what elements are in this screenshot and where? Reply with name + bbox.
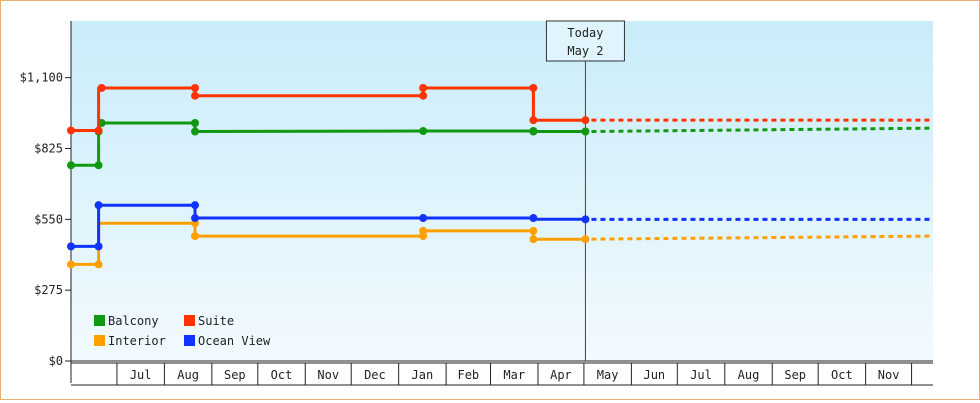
- suite-point: [97, 83, 106, 92]
- ocean-view-point: [419, 214, 428, 223]
- ocean-view-point: [94, 201, 103, 210]
- suite-point: [191, 83, 200, 92]
- suite-point: [419, 83, 428, 92]
- x-tick-label: Oct: [831, 368, 853, 382]
- x-tick-label: Sep: [784, 368, 806, 382]
- interior-point: [191, 232, 200, 241]
- x-tick-label: Dec: [364, 368, 386, 382]
- suite-point: [191, 91, 200, 100]
- x-tick-label: Nov: [317, 368, 339, 382]
- ocean-view-point: [581, 215, 590, 224]
- interior-legend-label: Interior: [108, 334, 166, 348]
- interior-forecast-line: [591, 234, 934, 241]
- x-tick-label: Jul: [690, 368, 712, 382]
- suite-point: [581, 116, 590, 125]
- balcony-point: [191, 127, 200, 136]
- suite-legend-label: Suite: [198, 314, 234, 328]
- balcony-legend-swatch: [94, 315, 105, 326]
- x-tick-label: Aug: [177, 368, 199, 382]
- ocean-view-point: [94, 242, 103, 251]
- x-tick-label: Jul: [130, 368, 152, 382]
- suite-point: [94, 126, 103, 135]
- x-tick-label: Jun: [643, 368, 665, 382]
- ocean-view-point: [67, 242, 75, 251]
- balcony-point: [191, 119, 200, 127]
- interior-point: [581, 235, 590, 244]
- x-tick-label: Aug: [738, 368, 760, 382]
- interior-point: [529, 235, 538, 244]
- interior-point: [94, 260, 103, 269]
- interior-point: [419, 226, 428, 235]
- ocean-view-point: [191, 201, 200, 210]
- suite-legend-swatch: [184, 315, 195, 326]
- plot-background: [71, 21, 933, 361]
- balcony-point: [67, 161, 75, 170]
- y-tick-label: $550: [34, 212, 63, 226]
- balcony-forecast-line: [591, 126, 934, 133]
- suite-point: [67, 126, 75, 135]
- suite-point: [529, 83, 538, 92]
- ocean-view-point: [191, 214, 200, 223]
- y-tick-label: $825: [34, 142, 63, 156]
- x-tick-label: May: [597, 368, 619, 382]
- x-tick-label: Mar: [503, 368, 525, 382]
- balcony-point: [94, 161, 103, 170]
- balcony-point: [419, 126, 428, 135]
- suite-point: [529, 116, 538, 125]
- today-label: Today: [567, 26, 603, 40]
- ocean-view-point: [529, 214, 538, 223]
- interior-point: [67, 260, 75, 269]
- y-tick-label: $0: [49, 354, 63, 368]
- y-tick-label: $275: [34, 283, 63, 297]
- ocean-view-legend-swatch: [184, 335, 195, 346]
- ocean-view-legend-label: Ocean View: [198, 334, 271, 348]
- x-tick-label: Feb: [457, 368, 479, 382]
- balcony-point: [529, 127, 538, 136]
- suite-point: [419, 91, 428, 100]
- interior-legend-swatch: [94, 335, 105, 346]
- x-tick-label: Jan: [412, 368, 434, 382]
- x-tick-label: Nov: [878, 368, 900, 382]
- x-tick-label: Sep: [224, 368, 246, 382]
- x-tick-label: Oct: [271, 368, 293, 382]
- interior-point: [529, 226, 538, 235]
- balcony-point: [581, 127, 590, 136]
- y-tick-label: $1,100: [20, 71, 63, 85]
- today-box: [545, 20, 625, 62]
- balcony-legend-label: Balcony: [108, 314, 159, 328]
- x-tick-label: Apr: [550, 368, 572, 382]
- today-date: May 2: [567, 44, 603, 58]
